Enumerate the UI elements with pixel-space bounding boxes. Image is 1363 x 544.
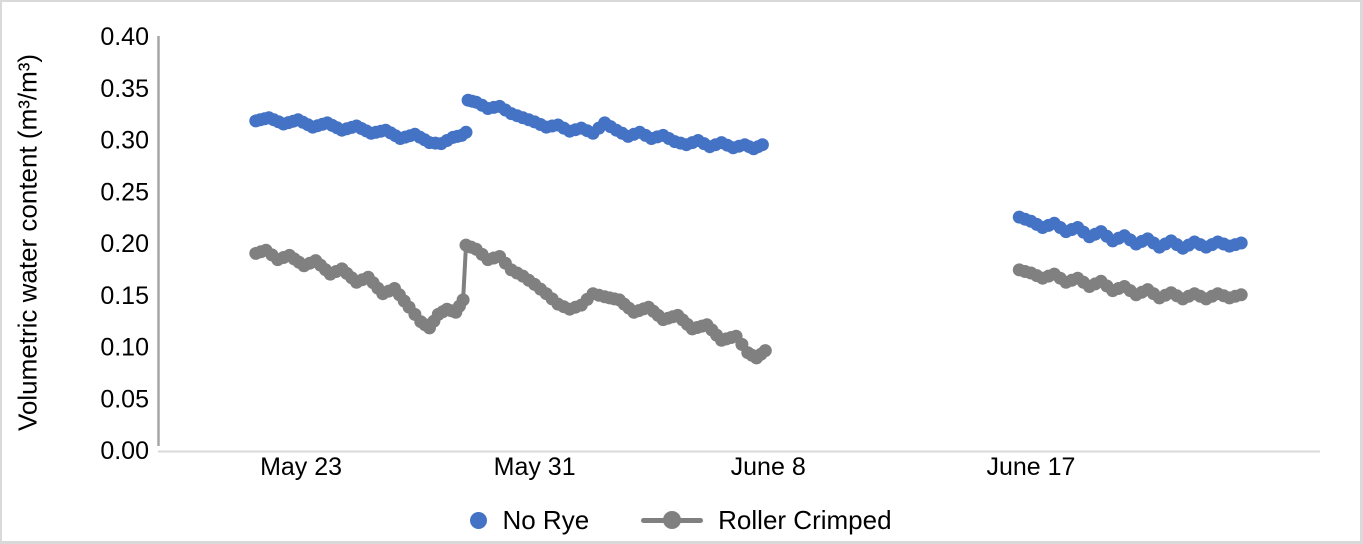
svg-text:0.25: 0.25 — [100, 178, 149, 206]
svg-text:0.10: 0.10 — [100, 334, 149, 362]
svg-text:0.00: 0.00 — [100, 437, 149, 465]
series-roller-crimped — [249, 238, 1248, 365]
legend: No Rye Roller Crimped — [2, 500, 1360, 540]
no-rye-marker-icon — [470, 511, 488, 529]
legend-label-no-rye: No Rye — [502, 504, 590, 535]
axis-lines — [157, 36, 1320, 453]
series-no-rye — [249, 93, 1248, 255]
svg-text:0.30: 0.30 — [100, 127, 149, 155]
legend-dot — [663, 511, 682, 529]
legend-item-no-rye: No Rye — [470, 505, 589, 536]
svg-text:May 31: May 31 — [494, 453, 576, 481]
svg-text:0.20: 0.20 — [100, 230, 149, 258]
y-tick-labels: 0.00 0.05 0.10 0.15 0.20 0.25 0.30 0.35 0.40 — [100, 23, 149, 465]
legend-item-roller-crimped: Roller Crimped — [641, 504, 892, 536]
svg-text:0.05: 0.05 — [100, 385, 149, 413]
x-tick-labels: May 23 May 31 June 8 June 17 — [260, 453, 1075, 481]
svg-text:May 23: May 23 — [260, 453, 342, 481]
svg-text:0.35: 0.35 — [100, 75, 149, 103]
svg-text:0.40: 0.40 — [100, 23, 149, 51]
legend-label-roller-crimped: Roller Crimped — [718, 504, 892, 535]
svg-text:June 8: June 8 — [731, 453, 806, 481]
svg-text:0.15: 0.15 — [100, 282, 149, 310]
roller-crimped-marker-icon — [641, 511, 704, 529]
svg-text:June 17: June 17 — [986, 453, 1075, 481]
